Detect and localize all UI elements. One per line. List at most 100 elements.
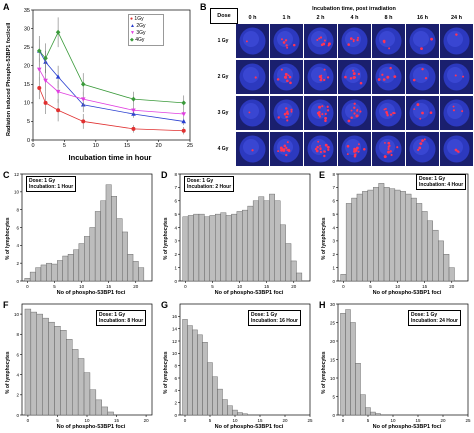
foci-dot <box>254 76 257 79</box>
panel-d: D 0 5 10 15 20 0 1 2 3 4 5 6 7 8 Dose: 1 Gy Incubation… <box>158 168 316 298</box>
nucleus-image <box>443 99 470 127</box>
micrograph-cell <box>440 24 473 58</box>
legend-item: ▲ 2Gy <box>130 23 162 30</box>
foci-dot <box>377 78 381 81</box>
micrograph-grid <box>236 24 473 168</box>
foci-dot <box>418 146 422 150</box>
legend-label: 3Gy <box>136 30 146 36</box>
y-tick-label: 10 <box>14 312 20 317</box>
y-tick-label: 30 <box>24 26 30 32</box>
histogram-bar <box>62 255 69 282</box>
y-tick-label: 2 <box>16 393 19 398</box>
foci-dot <box>280 68 283 71</box>
foci-dot <box>355 149 358 152</box>
foci-dot <box>386 75 390 79</box>
histogram-bar <box>220 212 227 282</box>
y-tick-label: 0 <box>174 279 177 284</box>
foci-dot <box>277 150 280 153</box>
histogram-bar <box>217 388 223 416</box>
y-tick-label: 0 <box>16 413 19 418</box>
foci-dot <box>319 150 323 154</box>
foci-dot <box>384 107 387 110</box>
nucleus-image <box>341 27 368 55</box>
nucleus-highlight <box>243 103 259 119</box>
foci-dot <box>326 145 330 149</box>
foci-dot <box>452 105 455 108</box>
histogram: 0 5 10 15 20 0 2 4 6 8 10 12 <box>14 172 153 289</box>
foci-dot <box>382 78 386 81</box>
y-tick-label: 6 <box>332 199 335 204</box>
triangle-down-marker-icon: ▼ <box>130 30 135 36</box>
histogram-bar <box>24 278 31 282</box>
data-point <box>37 86 42 90</box>
nucleus-highlight <box>447 103 463 119</box>
foci-dot <box>318 37 321 40</box>
x-tick-label: 20 <box>156 143 162 149</box>
histogram-bar <box>232 409 238 416</box>
data-point <box>43 78 48 84</box>
panel-c: C 0 5 10 15 20 0 2 4 6 8 10 12 Dose: 1 Gy Incubation… <box>0 168 158 298</box>
y-tick-label: 8 <box>174 172 177 177</box>
histogram-bar <box>77 358 85 416</box>
x-tick-label: 15 <box>264 284 270 289</box>
data-point <box>81 119 86 124</box>
legend-label: 2Gy <box>136 23 146 29</box>
foci-dot <box>286 79 289 83</box>
nucleus-highlight <box>379 31 395 47</box>
foci-dot <box>316 39 319 42</box>
histogram-bar <box>122 231 128 282</box>
time-header-row: 0 h 1 h 2 h 4 h 8 h 16 h 24 h <box>236 15 472 23</box>
legend-item: ▼ 3Gy <box>130 30 162 37</box>
foci-dot <box>283 75 287 79</box>
foci-dot <box>344 75 347 79</box>
nucleus-image <box>443 135 470 163</box>
nucleus-highlight <box>243 31 259 47</box>
time-header: 16 h <box>416 15 428 21</box>
nucleus-image <box>239 135 266 163</box>
y-tick-label: 6 <box>16 225 19 230</box>
foci-dot <box>387 145 390 149</box>
histogram-bar <box>209 215 216 282</box>
legend: ● 1Gy ▲ 2Gy ▼ 3Gy ◆ 4Gy <box>128 14 164 46</box>
y-tick-label: 4 <box>16 243 19 248</box>
x-tick-label: 10 <box>232 418 238 423</box>
x-tick-label: 5 <box>369 284 372 289</box>
histogram-bar <box>94 211 101 282</box>
annotation-line: Dose: 1 Gy <box>419 176 446 182</box>
time-header: 2 h <box>316 15 325 21</box>
micrograph-cell <box>338 60 371 94</box>
x-axis-label: No of phospho-53BP1 foci <box>214 290 284 296</box>
foci-dot <box>290 110 293 113</box>
histogram-bar <box>89 389 97 416</box>
annotation-box: Dose: 1 Gy Incubation: 2 Hour <box>184 176 235 192</box>
y-tick-label: 5 <box>27 119 30 125</box>
y-tick-label: 15 <box>24 82 30 88</box>
nucleus-image <box>443 63 470 91</box>
panel-f: F 0 5 10 15 20 0 2 4 6 8 10 Dose: 1 Gy Incubation: … <box>0 298 158 433</box>
x-tick-label: 15 <box>422 284 428 289</box>
y-tick-label: 25 <box>330 320 336 325</box>
foci-dot <box>347 43 350 46</box>
foci-dot <box>421 139 424 142</box>
diamond-marker-icon: ◆ <box>130 37 134 43</box>
foci-dot <box>285 146 288 150</box>
x-tick-label: 10 <box>395 284 401 289</box>
x-tick-label: 0 <box>342 418 345 423</box>
foci-dot <box>383 41 386 44</box>
histogram-bar <box>48 321 55 416</box>
data-point <box>55 89 61 95</box>
foci-dot <box>356 38 359 42</box>
foci-dot <box>462 75 465 78</box>
foci-dot <box>324 116 327 120</box>
histogram-bar <box>95 399 102 416</box>
y-tick-label: 10 <box>24 101 30 107</box>
histogram-bar <box>225 215 232 282</box>
micrograph-cell <box>270 132 303 166</box>
y-tick-label: 7 <box>174 185 177 190</box>
micrograph-cell <box>304 60 337 94</box>
y-tick-label: 3 <box>332 239 335 244</box>
dose-row-label: 1 Gy <box>217 38 229 44</box>
nucleus-image <box>273 135 300 163</box>
foci-dot <box>324 119 327 123</box>
annotation-box: Dose: 1 Gy Incubation: 16 Hour <box>248 310 301 326</box>
